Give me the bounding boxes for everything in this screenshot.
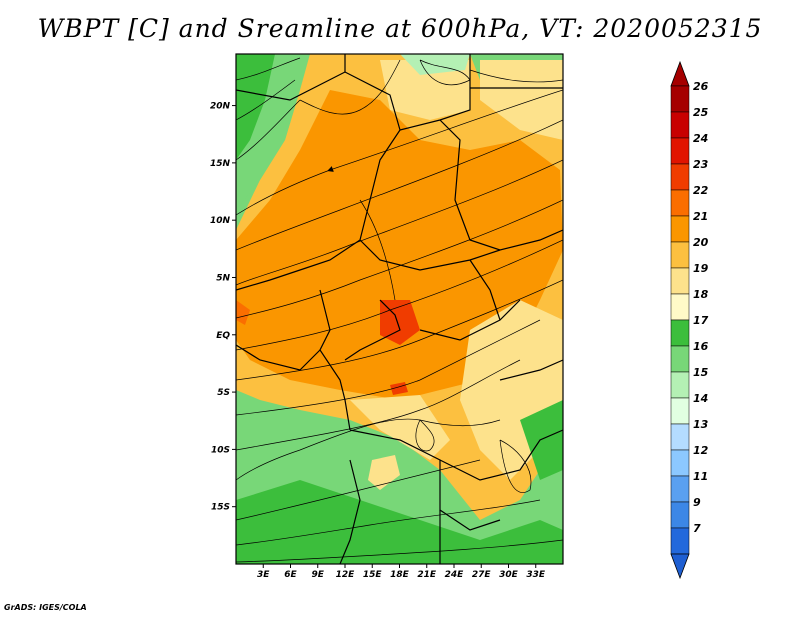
colorbar-label: 9 [693,496,701,509]
lon-tick-label: 27E [472,570,492,580]
colorbar-segment [670,163,690,191]
lat-tick-label: 15N [210,159,231,169]
colorbar-segment [670,215,690,243]
colorbar-segment [670,501,690,529]
colorbar-segment [670,449,690,477]
colorbar-segment [670,111,690,139]
colorbar-segment [670,527,690,555]
colorbar-label: 20 [693,236,709,249]
lon-tick-label: 6E [284,570,297,580]
colorbar-top-arrow [670,60,690,87]
lon-tick-label: 33E [526,570,546,580]
colorbar: 26 25 24 23 22 21 20 19 18 17 16 15 14 13 12 11 9 7 [670,60,709,580]
lat-tick-label: 10S [211,445,230,455]
lon-tick-label: 21E [417,570,437,580]
lat-tick-label: 5N [216,273,230,283]
colorbar-segment [670,475,690,503]
lon-tick-label: 12E [336,570,356,580]
lon-tick-label: 3E [257,570,270,580]
colorbar-label: 7 [693,522,701,535]
colorbar-label: 18 [693,288,709,301]
colorbar-segment [670,371,690,399]
lat-tick-label: 5S [217,388,230,398]
colorbar-label: 14 [693,392,708,405]
colorbar-segment [670,267,690,295]
lat-tick-label: 10N [210,216,231,226]
colorbar-segment [670,85,690,113]
lat-tick-label: 20N [210,102,231,112]
country-borders [236,54,563,564]
grads-credit: GrADS: IGES/COLA [4,603,87,612]
colorbar-label: 11 [693,470,708,483]
colorbar-segment [670,241,690,269]
lat-tick-label: EQ [216,331,230,341]
lat-tick-label: 15S [211,503,230,513]
colorbar-segment [670,137,690,165]
lon-tick-label: 24E [445,570,465,580]
colorbar-label: 12 [693,444,709,457]
colorbar-label: 17 [693,314,709,327]
colorbar-label: 23 [693,158,709,171]
colorbar-label: 25 [693,106,709,119]
colorbar-bottom-arrow [670,553,690,580]
lon-tick-label: 15E [363,570,383,580]
colorbar-label: 21 [693,210,708,223]
colorbar-segment [670,293,690,321]
colorbar-label: 24 [693,132,708,145]
longitude-axis: 3E 6E 9E 12E 15E 18E 21E 24E 27E 30E 33E [257,564,546,580]
colorbar-label: 13 [693,418,709,431]
colorbar-label: 19 [693,262,709,275]
colorbar-label: 16 [693,340,709,353]
chart-title: WBPT [C] and Sreamline at 600hPa, VT: 20… [37,14,763,43]
latitude-axis: 20N 15N 10N 5N EQ 5S 10S 15S [210,102,236,513]
colorbar-segment [670,345,690,373]
colorbar-label: 15 [693,366,709,379]
colorbar-label: 22 [693,184,709,197]
wbpt-shading [236,54,563,564]
colorbar-segment [670,423,690,451]
colorbar-segment [670,189,690,217]
colorbar-label: 26 [693,80,709,93]
streamlines [236,57,563,563]
lon-tick-label: 18E [390,570,410,580]
colorbar-segment [670,397,690,425]
colorbar-segment [670,319,690,347]
lon-tick-label: 30E [499,570,519,580]
lon-tick-label: 9E [312,570,325,580]
